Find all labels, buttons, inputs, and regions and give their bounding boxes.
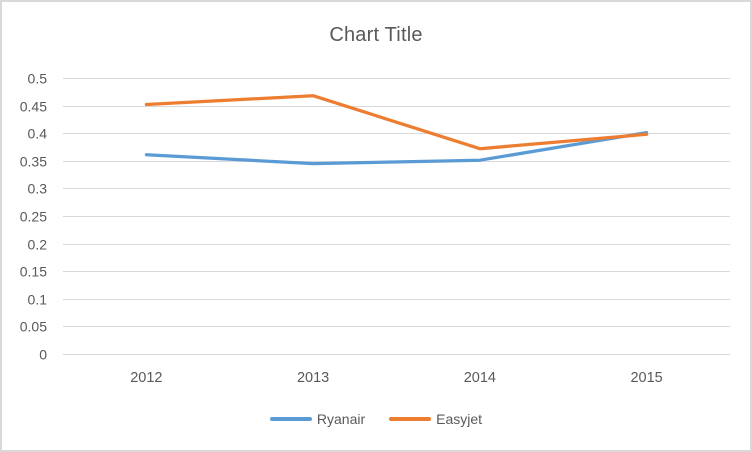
legend-item-easyjet: Easyjet <box>389 411 482 427</box>
y-tick-label: 0.3 <box>28 181 48 197</box>
series-line-ryanair <box>144 130 649 166</box>
y-tick-label: 0.1 <box>28 292 48 308</box>
chart-title: Chart Title <box>329 24 423 46</box>
y-tick-label: 0.35 <box>20 154 47 170</box>
x-tick-label: 2013 <box>297 370 329 386</box>
y-tick-label: 0.15 <box>20 264 47 280</box>
x-tick-label: 2015 <box>630 370 662 386</box>
ryanair-line-swatch <box>269 417 312 421</box>
x-tick-label: 2012 <box>130 370 162 386</box>
x-tick-label: 2014 <box>464 370 496 386</box>
legend-item-ryanair: Ryanair <box>269 411 366 427</box>
legend: Ryanair Easyjet <box>2 411 750 427</box>
y-tick-label: 0 <box>39 347 47 363</box>
y-tick-label: 0.2 <box>28 237 48 253</box>
y-tick-label: 0.5 <box>28 71 48 87</box>
legend-label-ryanair: Ryanair <box>316 411 366 427</box>
easyjet-line-swatch <box>389 417 432 421</box>
y-tick-label: 0.45 <box>20 99 47 115</box>
series-line-easyjet <box>144 94 649 151</box>
y-tick-label: 0.05 <box>20 319 47 335</box>
y-tick-label: 0.25 <box>20 209 47 225</box>
y-tick-label: 0.4 <box>28 126 48 142</box>
legend-label-easyjet: Easyjet <box>436 411 483 427</box>
